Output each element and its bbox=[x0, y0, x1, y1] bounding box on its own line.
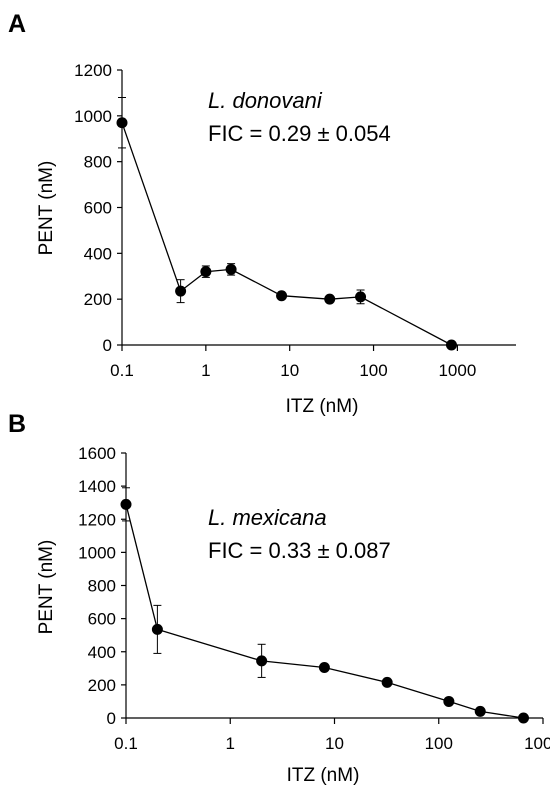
data-point bbox=[324, 293, 336, 305]
y-tick-label: 400 bbox=[88, 643, 116, 662]
panel-a-x-axis-label: ITZ (nM) bbox=[286, 396, 359, 417]
y-tick-label: 200 bbox=[84, 290, 112, 309]
panel-b-y-axis-label: PENT (nM) bbox=[36, 540, 57, 635]
data-point bbox=[445, 339, 457, 351]
panel-a-y-ticks: 0 200 400 600 800 1000 1200 bbox=[74, 61, 122, 355]
series-line bbox=[125, 504, 524, 719]
data-point bbox=[151, 623, 163, 635]
data-point bbox=[175, 285, 187, 297]
x-tick-label: 1000 bbox=[524, 734, 550, 753]
data-point bbox=[256, 655, 268, 667]
panel-a-series bbox=[116, 97, 457, 351]
panel-a-y-axis-label: PENT (nM) bbox=[36, 161, 57, 256]
y-tick-label: 200 bbox=[88, 676, 116, 695]
panel-b-y-ticks: 0 200 400 600 800 1000 1200 1400 1600 bbox=[78, 444, 126, 728]
y-tick-label: 600 bbox=[88, 610, 116, 629]
panel-b-species-annotation: L. mexicana bbox=[208, 505, 327, 530]
panel-a-chart: A 0 200 400 600 800 1000 1200 0.1 1 10 100 1000 IT… bbox=[8, 10, 516, 417]
panel-b-fic-annotation: FIC = 0.33 ± 0.087 bbox=[208, 538, 391, 563]
data-point bbox=[355, 291, 367, 303]
panel-b-series bbox=[120, 487, 529, 724]
data-point bbox=[443, 695, 455, 707]
panel-b-chart: B 0 200 400 600 800 1000 1200 1400 1600 0.1 1 10 10… bbox=[8, 410, 550, 786]
y-tick-label: 600 bbox=[84, 199, 112, 218]
y-tick-label: 1000 bbox=[78, 543, 116, 562]
data-point bbox=[120, 498, 132, 510]
x-tick-label: 0.1 bbox=[110, 361, 134, 380]
x-tick-label: 1 bbox=[226, 734, 235, 753]
y-tick-label: 800 bbox=[88, 577, 116, 596]
panel-b-axes bbox=[125, 453, 543, 719]
data-point bbox=[116, 117, 128, 129]
data-point bbox=[381, 676, 393, 688]
x-tick-label: 10 bbox=[280, 361, 299, 380]
y-tick-label: 1600 bbox=[78, 444, 116, 463]
panel-b-x-axis-label: ITZ (nM) bbox=[287, 765, 360, 786]
y-tick-label: 1200 bbox=[78, 510, 116, 529]
y-tick-label: 1400 bbox=[78, 477, 116, 496]
y-tick-label: 800 bbox=[84, 153, 112, 172]
y-tick-label: 1000 bbox=[74, 107, 112, 126]
panel-b-x-ticks: 0.1 1 10 100 1000 bbox=[114, 718, 550, 753]
data-point bbox=[474, 705, 486, 717]
panel-a-fic-annotation: FIC = 0.29 ± 0.054 bbox=[208, 121, 391, 146]
x-tick-label: 100 bbox=[359, 361, 387, 380]
y-tick-label: 400 bbox=[84, 244, 112, 263]
panel-a-label: A bbox=[8, 10, 26, 38]
data-point bbox=[517, 712, 529, 724]
x-tick-label: 1 bbox=[201, 361, 210, 380]
y-tick-label: 1200 bbox=[74, 61, 112, 80]
x-tick-label: 1000 bbox=[438, 361, 476, 380]
x-tick-label: 10 bbox=[325, 734, 344, 753]
y-tick-label: 0 bbox=[107, 709, 116, 728]
data-point bbox=[276, 290, 288, 302]
x-tick-label: 0.1 bbox=[114, 734, 138, 753]
data-point bbox=[200, 266, 212, 278]
panel-a-x-ticks: 0.1 1 10 100 1000 bbox=[110, 345, 476, 380]
data-point bbox=[225, 263, 237, 275]
panel-b-label: B bbox=[8, 410, 26, 438]
data-point bbox=[318, 661, 330, 673]
y-tick-label: 0 bbox=[103, 336, 112, 355]
panel-a-species-annotation: L. donovani bbox=[208, 88, 323, 113]
series-line bbox=[121, 122, 452, 346]
x-tick-label: 100 bbox=[425, 734, 453, 753]
